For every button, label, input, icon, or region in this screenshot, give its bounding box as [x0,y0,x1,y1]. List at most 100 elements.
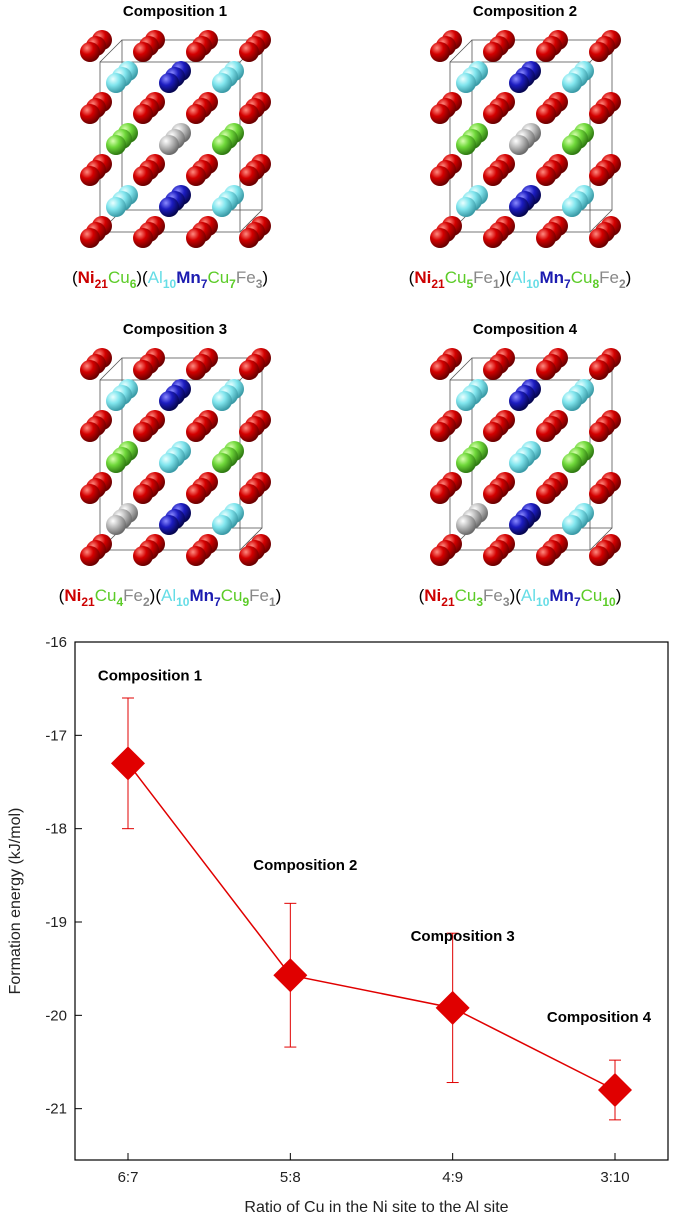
atom [212,73,232,93]
formula-subscript: 21 [95,277,109,291]
formula-subscript: 1 [269,595,276,609]
atom [133,360,153,380]
formula-subscript: 7 [564,277,571,291]
formula-subscript: 5 [466,277,473,291]
atom [212,391,232,411]
formula-subscript: 4 [116,595,123,609]
cube-edge [99,39,123,63]
atom [536,166,556,186]
atom [212,453,232,473]
atom [106,515,126,535]
atom [483,42,503,62]
formula-element: Fe [236,268,256,287]
atom [483,104,503,124]
formula-element: )( [510,586,522,605]
atom [106,197,126,217]
panel-title: Composition 1 [123,3,227,20]
atom [133,104,153,124]
formula-element: Ni [424,586,441,605]
x-tick-label: 4:9 [442,1169,463,1186]
formula-element: ) [616,586,622,605]
atom [509,515,529,535]
atom [159,453,179,473]
atom [589,42,609,62]
formula-element: Cu [207,268,229,287]
atom [536,42,556,62]
atom [239,166,259,186]
panel-title: Composition 3 [123,321,227,338]
formula-element: Al [161,586,176,605]
atom [536,360,556,380]
annotation: Composition 3 [411,928,515,945]
formula-subscript: 3 [476,595,483,609]
formula-subscript: 21 [81,595,95,609]
atom [483,228,503,248]
formula-subscript: 10 [176,595,190,609]
atom [430,360,450,380]
cube-edge [99,61,241,233]
atom [430,104,450,124]
series-line [127,762,616,1091]
formula-element: ) [626,268,632,287]
atom [536,484,556,504]
atom [186,166,206,186]
atom [430,422,450,442]
formula-element: Cu [581,586,603,605]
atom [239,104,259,124]
atom [589,546,609,566]
atom [133,42,153,62]
atom [509,391,529,411]
atom [186,546,206,566]
atom [186,422,206,442]
cube-edge [449,379,591,551]
formula-element: )( [500,268,512,287]
cube-edge [589,527,613,551]
atom [589,360,609,380]
formula-subscript: 10 [163,277,177,291]
atom [430,484,450,504]
cube-edge [589,209,613,233]
x-tick-label: 6:7 [118,1169,139,1186]
atom [186,484,206,504]
structure-panel: Composition 1(Ni21Cu6)(Al10Mn7Cu7Fe3) [72,3,271,291]
atom [239,484,259,504]
cube-edge [239,209,263,233]
plot-frame [74,641,669,1161]
formula-element: ( [419,586,425,605]
annotation: Composition 1 [98,667,202,684]
atom [456,515,476,535]
cube-edge [449,39,473,63]
formula-subscript: 7 [214,595,221,609]
atom [106,453,126,473]
atom [80,484,100,504]
formula-subscript: 2 [619,277,626,291]
marker-diamond [273,958,308,993]
chart: -21 -20 -19 -18 -17 -16 Formation energy (kJ/m… [7,634,669,1216]
atom [430,42,450,62]
formula-element: ( [409,268,415,287]
formula-element: Al [511,268,526,287]
x-tick-label: 5:8 [280,1169,301,1186]
y-axis-label: Formation energy (kJ/mol) [7,808,24,995]
cube-edge [239,527,263,551]
y-tick-label: -18 [45,821,67,838]
atom [483,546,503,566]
formula-element: Cu [95,586,117,605]
atom [589,484,609,504]
formula-element: Cu [571,268,593,287]
atom [133,228,153,248]
formula-subscript: 6 [130,277,137,291]
formula-element: Ni [78,268,95,287]
atom [80,360,100,380]
formula-element: Cu [221,586,243,605]
panel-title: Composition 2 [473,3,577,20]
atom [133,166,153,186]
y-tick-label: -17 [45,727,67,744]
atom [456,135,476,155]
atom [509,73,529,93]
atom [239,42,259,62]
formula-element: Cu [445,268,467,287]
atom [186,360,206,380]
formula-subscript: 7 [201,277,208,291]
formula-subscript: 9 [242,595,249,609]
